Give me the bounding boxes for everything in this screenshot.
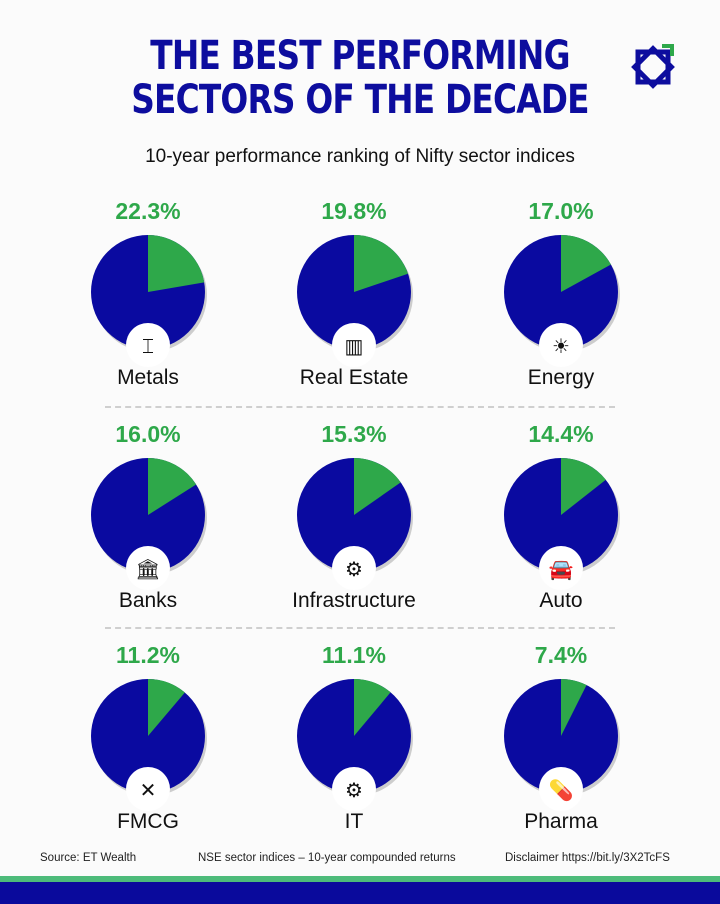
icon-badge bbox=[539, 323, 583, 367]
infrastructure-gear-icon: ⚙ bbox=[345, 559, 363, 581]
sector-name: Real Estate bbox=[299, 366, 409, 389]
value-label: 22.3% bbox=[115, 198, 181, 224]
pie-chart: ⚙ bbox=[297, 458, 413, 590]
brand-logo-icon bbox=[631, 44, 675, 89]
pie-chart: ✕ bbox=[91, 679, 207, 811]
car-icon: 🚘 bbox=[549, 559, 574, 581]
pills-icon: 💊 bbox=[549, 778, 574, 802]
pie-slice-value bbox=[354, 679, 391, 736]
pie-chart: ▥ bbox=[297, 235, 413, 367]
pie-slice-value bbox=[561, 235, 611, 292]
pie-slice-value bbox=[354, 458, 401, 515]
sector-pharma: 7.4% 💊 Pharma bbox=[461, 636, 661, 836]
sector-name: IT bbox=[344, 810, 364, 833]
icon-badge bbox=[126, 767, 170, 811]
pie-slice-value bbox=[148, 679, 185, 736]
row-divider bbox=[105, 406, 615, 408]
source-text: Source: ET Wealth bbox=[40, 852, 137, 864]
sector-metals: 22.3% ⌶ Metals bbox=[48, 192, 248, 392]
sector-real-estate: 19.8% ▥ Real Estate bbox=[254, 192, 454, 392]
page-title: THE BEST PERFORMING SECTORS OF THE DECAD… bbox=[65, 34, 655, 122]
pie-slice-value bbox=[148, 235, 205, 292]
pie-chart: 🚘 bbox=[504, 458, 620, 590]
value-label: 15.3% bbox=[321, 421, 387, 447]
pie-chart: ⌶ bbox=[91, 235, 207, 367]
sector-name: Pharma bbox=[524, 810, 598, 833]
pie-slice-value bbox=[148, 458, 197, 515]
sector-energy: 17.0% ☀ Energy bbox=[461, 192, 661, 392]
value-label: 19.8% bbox=[321, 198, 387, 224]
sector-name: Auto bbox=[539, 589, 583, 612]
fork-knife-icon: ✕ bbox=[140, 780, 157, 802]
sector-banks: 16.0% 🏛 Banks bbox=[48, 415, 248, 615]
footer-band-green bbox=[0, 876, 720, 882]
pie-slice-value bbox=[354, 235, 408, 292]
pie-chart: ☀ bbox=[504, 235, 620, 367]
steel-beam-icon: ⌶ bbox=[142, 336, 154, 358]
value-label: 17.0% bbox=[528, 198, 594, 224]
pie-chart: ⚙ bbox=[297, 679, 413, 811]
sector-name: Metals bbox=[117, 366, 179, 389]
subtitle: 10-year performance ranking of Nifty sec… bbox=[145, 146, 575, 167]
note-text: NSE sector indices – 10-year compounded … bbox=[198, 852, 456, 864]
footer-band-blue bbox=[0, 882, 720, 904]
sector-name: Infrastructure bbox=[292, 589, 416, 612]
icon-badge bbox=[126, 323, 170, 367]
value-label: 14.4% bbox=[528, 421, 594, 447]
title-line-1: THE BEST PERFORMING bbox=[150, 33, 570, 79]
sector-auto: 14.4% 🚘 Auto bbox=[461, 415, 661, 615]
chip-gear-icon: ⚙ bbox=[345, 780, 363, 802]
icon-badge bbox=[126, 546, 170, 590]
icon-badge bbox=[332, 323, 376, 367]
sector-infrastructure: 15.3% ⚙ Infrastructure bbox=[254, 415, 454, 615]
pie-slice-value bbox=[561, 458, 606, 515]
pie-slice-value bbox=[561, 679, 587, 736]
solar-wind-icon: ☀ bbox=[552, 336, 570, 358]
value-label: 7.4% bbox=[534, 642, 588, 668]
sector-fmcg: 11.2% ✕ FMCG bbox=[48, 636, 248, 836]
title-line-2: SECTORS OF THE DECADE bbox=[131, 77, 589, 123]
value-label: 11.2% bbox=[116, 642, 180, 668]
pie-chart: 🏛 bbox=[91, 458, 207, 590]
value-label: 16.0% bbox=[115, 421, 181, 447]
row-divider bbox=[105, 627, 615, 629]
sector-name: Banks bbox=[118, 589, 178, 612]
buildings-icon: ▥ bbox=[345, 336, 364, 358]
sector-it: 11.1% ⚙ IT bbox=[254, 636, 454, 836]
bank-icon: 🏛 bbox=[135, 558, 160, 581]
disclaimer-link[interactable]: Disclaimer https://bit.ly/3X2TcFS bbox=[505, 852, 670, 864]
icon-badge bbox=[332, 546, 376, 590]
sector-name: FMCG bbox=[117, 810, 179, 833]
pie-chart: 💊 bbox=[504, 679, 620, 811]
icon-badge bbox=[332, 767, 376, 811]
icon-badge bbox=[539, 767, 583, 811]
icon-badge bbox=[539, 546, 583, 590]
value-label: 11.1% bbox=[322, 642, 386, 668]
sector-name: Energy bbox=[527, 366, 595, 389]
